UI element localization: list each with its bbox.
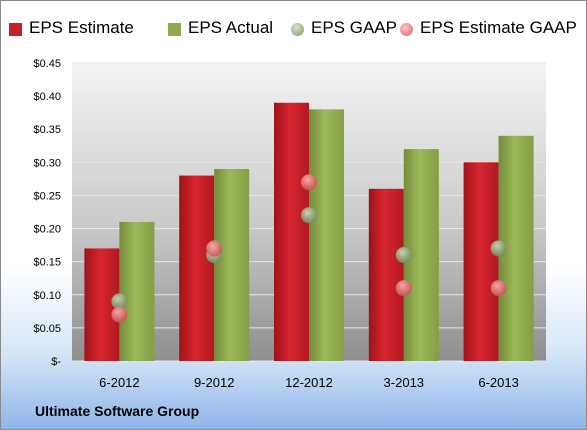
marker-eps-gaap-6-2013 [490,240,507,257]
bar-eps-estimate-12-2012 [274,102,309,361]
y-tick-label: $- [51,356,61,368]
marker-eps-estimate-gaap-3-2013 [395,280,412,297]
bar-eps-estimate-6-2013 [463,162,499,361]
y-tick-label: $0.40 [33,91,61,103]
marker-eps-estimate-gaap-9-2012 [206,240,223,257]
bar-eps-estimate-3-2013 [368,188,404,361]
y-tick-label: $0.45 [33,58,61,70]
bar-eps-actual-9-2012 [214,168,250,361]
markers [111,174,507,323]
y-tick-label: $0.30 [33,157,61,169]
marker-eps-estimate-gaap-6-2012 [111,306,128,323]
y-axis-ticks: $- $0.05 $0.10 $0.15 $0.20 $0.25 $0.30 $0.35 $0.… [33,58,61,368]
legend-swatch-eps-estimate [9,23,22,36]
bar-eps-actual-12-2012 [309,109,344,361]
bar-eps-estimate-9-2012 [179,175,215,361]
legend-swatch-eps-actual [168,23,181,36]
legend-label-eps-estimate: EPS Estimate [29,18,134,37]
x-tick-label: 6-2012 [99,375,139,390]
marker-eps-estimate-gaap-12-2012 [301,174,317,191]
bar-eps-actual-6-2012 [119,221,155,361]
marker-eps-gaap-6-2012 [111,293,128,310]
legend: EPS Estimate EPS Actual EPS GAAP EPS Est… [1,15,586,45]
y-tick-label: $0.25 [33,190,61,202]
x-tick-label: 3-2013 [384,375,424,390]
y-tick-label: $0.35 [33,124,61,136]
y-tick-label: $0.05 [33,323,61,335]
legend-swatch-eps-estimate-gaap [400,23,413,36]
x-tick-label: 6-2013 [478,375,518,390]
footer-company-label: Ultimate Software Group [35,403,200,419]
x-tick-label: 9-2012 [194,375,234,390]
marker-eps-estimate-gaap-6-2013 [490,280,507,297]
legend-label-eps-gaap: EPS GAAP [311,18,397,37]
legend-label-eps-estimate-gaap: EPS Estimate GAAP [420,18,577,37]
marker-eps-gaap-3-2013 [395,247,412,264]
legend-label-eps-actual: EPS Actual [188,18,274,37]
legend-swatch-eps-gaap [291,23,304,36]
marker-eps-gaap-12-2012 [301,207,317,224]
x-tick-label: 12-2012 [285,375,333,390]
x-axis-ticks: 6-2012 9-2012 12-2012 3-2013 6-2013 [99,375,519,390]
y-tick-label: $0.10 [33,290,61,302]
y-tick-label: $0.20 [33,224,61,236]
y-tick-label: $0.15 [33,257,61,269]
